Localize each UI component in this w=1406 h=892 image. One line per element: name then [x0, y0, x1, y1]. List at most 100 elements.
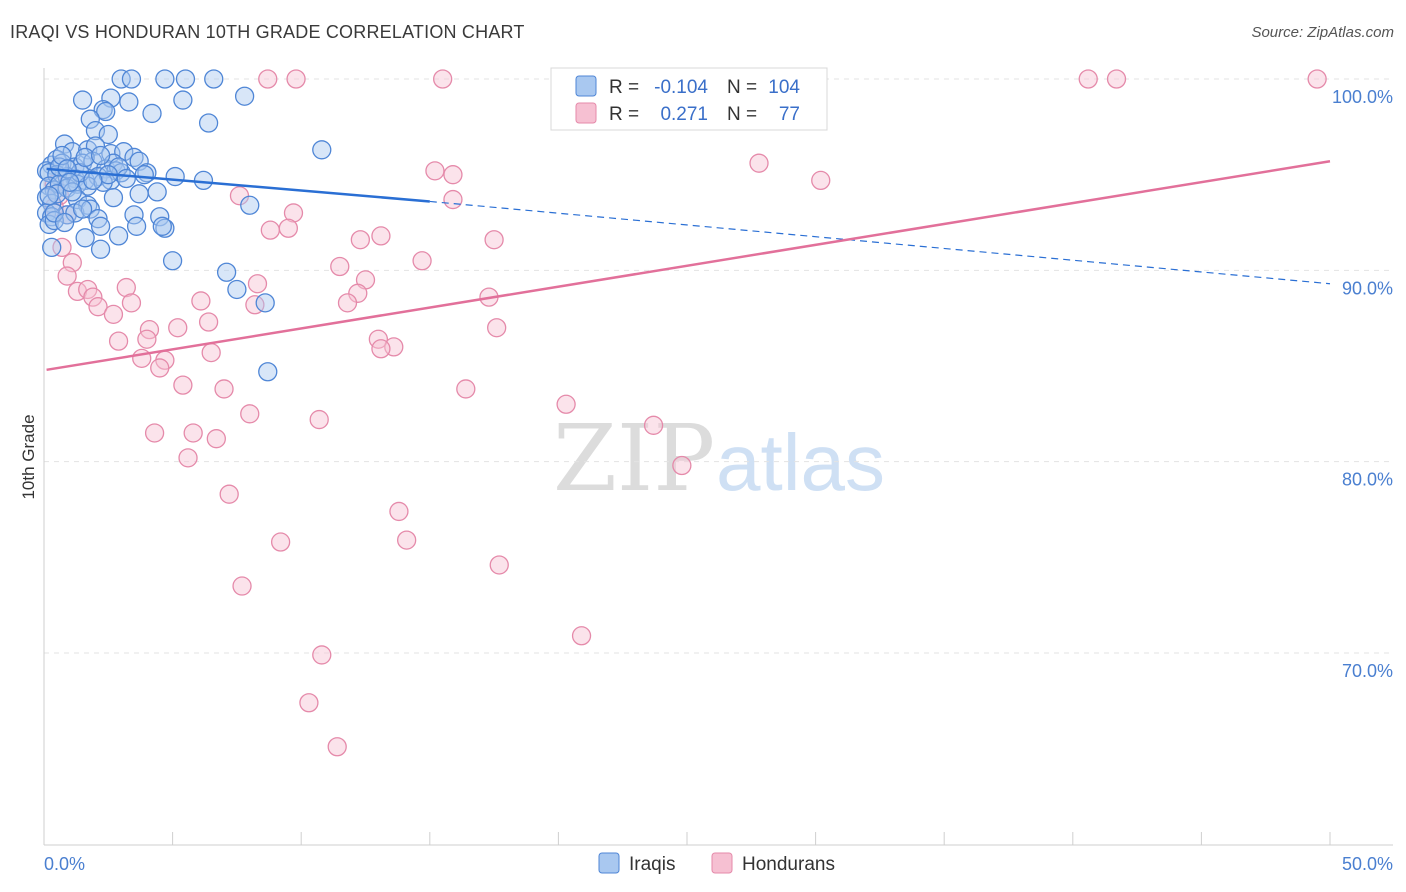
watermark-zip: ZIP	[553, 405, 715, 512]
x-tick-label-max: 50.0%	[1342, 854, 1393, 874]
watermark-atlas: atlas	[716, 418, 885, 507]
honduran-point-38	[191, 291, 211, 311]
iraqi-points	[36, 69, 332, 382]
iraqi-point-86	[134, 165, 154, 185]
x-ticks	[43, 832, 1331, 845]
honduran-point-10	[443, 165, 463, 185]
honduran-point-24	[412, 251, 432, 271]
iraqi-point-11	[142, 103, 162, 124]
honduran-point-47	[137, 329, 157, 349]
honduran-point-58	[556, 394, 576, 414]
honduran-point-50	[371, 339, 391, 359]
iraqi-point-10	[96, 101, 116, 122]
iraqi-point-69	[39, 214, 59, 235]
legend-iraqi-n-value: 104	[768, 77, 800, 98]
honduran-point-63	[183, 423, 203, 443]
legend-honduran-swatch	[575, 102, 597, 124]
honduran-point-42	[198, 312, 219, 332]
iraqi-point-77	[90, 239, 111, 259]
iraqi-point-16	[173, 90, 193, 110]
honduran-point-27	[57, 266, 77, 286]
series-legend-iraqi-label: Iraqis	[629, 854, 675, 875]
honduran-point-41	[103, 304, 124, 324]
legend-iraqi-r-value: -0.104	[654, 77, 708, 98]
y-tick-label-3: 70.0%	[1342, 661, 1393, 681]
series-legend-honduran-swatch	[711, 852, 733, 874]
iraqi-point-80	[227, 279, 247, 300]
y-tick-label-2: 80.0%	[1342, 470, 1393, 490]
y-tick-label-1: 90.0%	[1342, 278, 1393, 298]
source-credit: Source: ZipAtlas.com	[1251, 24, 1394, 41]
honduran-point-75	[299, 693, 319, 713]
legend-honduran-n-value: 77	[779, 104, 800, 125]
iraqi-point-7	[119, 92, 139, 112]
honduran-point-74	[312, 645, 332, 665]
iraqi-trend-extension	[429, 200, 1331, 285]
honduran-point-36	[88, 297, 108, 317]
iraqi-point-74	[75, 228, 95, 248]
honduran-point-21	[371, 226, 391, 246]
honduran-point-55	[173, 375, 193, 395]
iraqi-point-0	[111, 69, 131, 89]
honduran-point-37	[121, 293, 142, 313]
iraqi-trend-line	[46, 167, 430, 203]
honduran-point-44	[168, 318, 188, 338]
iraqi-point-81	[255, 293, 275, 313]
y-tick-label-0: 100.0%	[1332, 87, 1393, 107]
iraqi-point-17	[54, 134, 75, 154]
iraqi-point-82	[258, 362, 278, 382]
iraqi-point-65	[80, 199, 100, 219]
iraqi-point-8	[234, 86, 255, 106]
iraqi-point-90	[44, 203, 64, 223]
honduran-point-66	[672, 455, 692, 476]
iraqi-point-100	[54, 212, 75, 233]
honduran-point-46	[108, 331, 129, 351]
honduran-point-7	[749, 153, 769, 173]
iraqi-point-3	[175, 69, 196, 89]
legend-iraqi-r-label: R =	[609, 77, 639, 98]
iraqi-point-66	[88, 209, 108, 229]
iraqi-point-78	[162, 251, 183, 271]
honduran-point-9	[425, 161, 445, 181]
y-tick-labels: 100.0% 90.0% 80.0% 70.0%	[1332, 87, 1393, 681]
honduran-point-8	[811, 170, 831, 191]
legend-iraqi-swatch	[575, 75, 597, 97]
iraqi-point-2	[155, 69, 175, 89]
honduran-point-76	[327, 737, 347, 757]
legend-box	[550, 67, 828, 131]
legend-honduran-r-value: 0.271	[660, 104, 708, 125]
honduran-point-14	[229, 186, 250, 206]
legend-iraqi-n-label: N =	[727, 77, 757, 98]
honduran-points	[44, 69, 1327, 757]
iraqi-point-5	[72, 90, 93, 110]
iraqi-point-71	[90, 216, 111, 236]
honduran-point-20	[350, 230, 371, 250]
iraqi-point-23	[124, 147, 144, 168]
correlation-legend: R = -0.104 N = 104 R = 0.271 N = 77	[550, 67, 828, 131]
honduran-point-5	[1106, 69, 1127, 89]
honduran-point-61	[643, 415, 664, 435]
honduran-point-1	[286, 69, 306, 89]
iraqi-point-75	[108, 226, 129, 246]
iraqi-point-94	[75, 147, 95, 168]
honduran-point-71	[489, 555, 509, 575]
honduran-point-73	[571, 626, 592, 646]
honduran-point-30	[116, 277, 136, 298]
iraqi-point-95	[90, 145, 111, 166]
iraqi-point-15	[198, 113, 219, 133]
honduran-point-13	[443, 189, 463, 210]
grid-lines	[44, 78, 1393, 654]
iraqi-point-45	[165, 166, 185, 187]
legend-honduran-n-label: N =	[727, 104, 757, 125]
honduran-point-52	[132, 348, 152, 368]
honduran-point-62	[144, 423, 165, 443]
series-legend-honduran-label: Hondurans	[742, 854, 835, 875]
iraqi-point-14	[98, 124, 118, 145]
iraqi-point-46	[193, 170, 214, 191]
honduran-point-45	[487, 318, 507, 338]
iraqi-point-59	[147, 182, 167, 202]
honduran-point-33	[348, 283, 368, 303]
honduran-point-25	[330, 256, 350, 277]
iraqi-point-60	[240, 195, 260, 215]
